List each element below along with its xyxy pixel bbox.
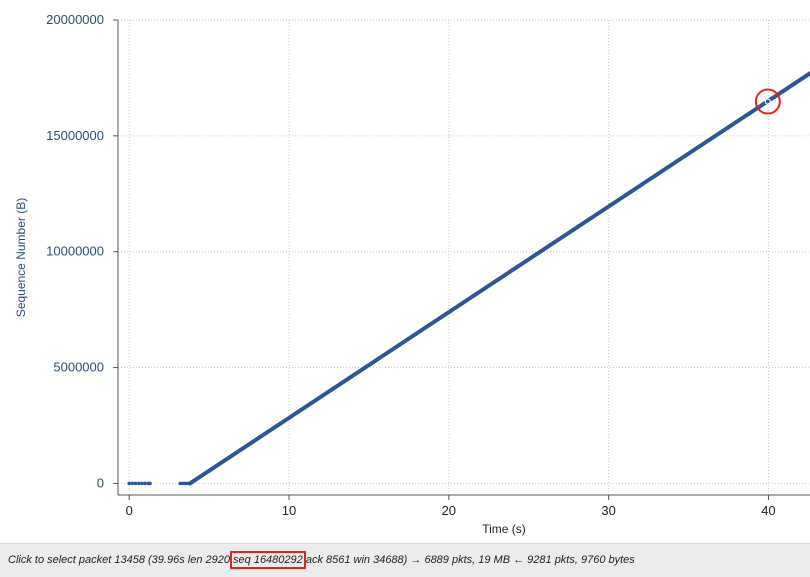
x-tick-label: 10 xyxy=(282,503,296,518)
x-tick-label: 30 xyxy=(601,503,615,518)
y-tick-label: 0 xyxy=(97,475,104,490)
segment-point[interactable] xyxy=(136,481,141,486)
selected-packet-marker[interactable] xyxy=(754,88,781,115)
axis-ticks: 0 5000000 10000000 15000000 20000000 0 10 20 30 4… xyxy=(46,12,776,518)
segment-point[interactable] xyxy=(133,481,138,486)
status-suffix: ack 8561 win 34688) → 6889 pkts, 19 MB ←… xyxy=(302,554,635,566)
y-tick-label: 5000000 xyxy=(53,360,104,375)
selected-packet-dot xyxy=(764,98,771,105)
sequence-chart[interactable]: 0 5000000 10000000 15000000 20000000 0 10 20 30 4… xyxy=(0,0,810,543)
segment-point[interactable] xyxy=(188,481,192,486)
status-text: Click to select packet 13458 (39.96s len… xyxy=(8,551,635,569)
y-tick-label: 20000000 xyxy=(46,12,104,27)
status-seq-highlight: seq 16480292 xyxy=(230,551,306,569)
tcp-stream-graph[interactable]: 0 5000000 10000000 15000000 20000000 0 10 20 30 4… xyxy=(0,0,810,543)
y-axis-label: Sequence Number (B) xyxy=(14,198,28,317)
y-tick-label: 10000000 xyxy=(46,244,104,259)
axes xyxy=(117,20,810,496)
sequence-line[interactable] xyxy=(187,71,810,486)
x-tick-label: 20 xyxy=(442,503,456,518)
x-tick-label: 0 xyxy=(126,503,133,518)
x-axis-label: Time (s) xyxy=(482,522,526,536)
segment-point[interactable] xyxy=(127,481,131,486)
y-tick-label: 15000000 xyxy=(46,128,104,143)
data-series[interactable] xyxy=(127,71,810,486)
status-prefix: Click to select packet 13458 (39.96s len… xyxy=(8,554,234,566)
grid-lines xyxy=(118,19,810,495)
segment-point[interactable] xyxy=(143,481,147,486)
segment-point[interactable] xyxy=(130,481,135,486)
segment-point[interactable] xyxy=(140,481,144,486)
segment-point[interactable] xyxy=(148,481,152,486)
status-bar: Click to select packet 13458 (39.96s len… xyxy=(0,543,810,577)
x-tick-label: 40 xyxy=(761,503,775,518)
